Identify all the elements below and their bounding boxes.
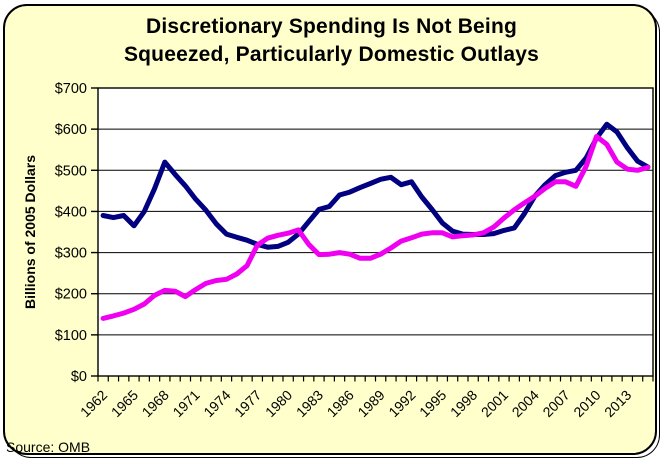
x-tick-label: 1989 [354,387,387,420]
x-tick-label: 1977 [231,387,264,420]
x-tick-label: 2013 [601,387,634,420]
series-navy-line [100,121,651,250]
chart-title-line1: Discretionary Spending Is Not Being [145,15,518,38]
x-tick-label: 1980 [262,387,295,420]
y-tick-label: $700 [55,81,87,97]
x-tick-label: 1998 [447,387,480,420]
x-tick-label: 1962 [77,387,110,420]
source-note: Source: OMB [6,439,91,455]
x-tick-label: 2010 [570,387,603,420]
x-tick-label: 1965 [108,387,141,420]
y-tick-label: $0 [71,369,87,385]
x-tick-label: 1971 [169,387,202,420]
x-tick-label: 1983 [293,387,326,420]
x-tick-label: 1986 [324,387,357,420]
x-tick-label: 1995 [416,387,449,420]
x-tick-label: 2001 [478,387,511,420]
x-tick-label: 1974 [200,387,233,420]
y-tick-label: $200 [55,287,87,303]
y-tick-label: $400 [55,204,87,220]
x-tick-label: 2007 [539,387,572,420]
plot-background [97,87,654,377]
x-tick-label: 2004 [509,387,542,420]
y-tick-label: $600 [55,122,87,138]
chart-title-line2: Squeezed, Particularly Domestic Outlays [123,43,540,66]
chart-title: Discretionary Spending Is Not Being Sque… [0,13,663,69]
y-tick-label: $500 [55,163,87,179]
y-tick-label: $100 [55,328,87,344]
y-tick-label: $300 [55,246,87,262]
series-magenta-line [100,134,651,321]
x-tick-label: 1992 [385,387,418,420]
x-tick-label: 1968 [139,387,172,420]
